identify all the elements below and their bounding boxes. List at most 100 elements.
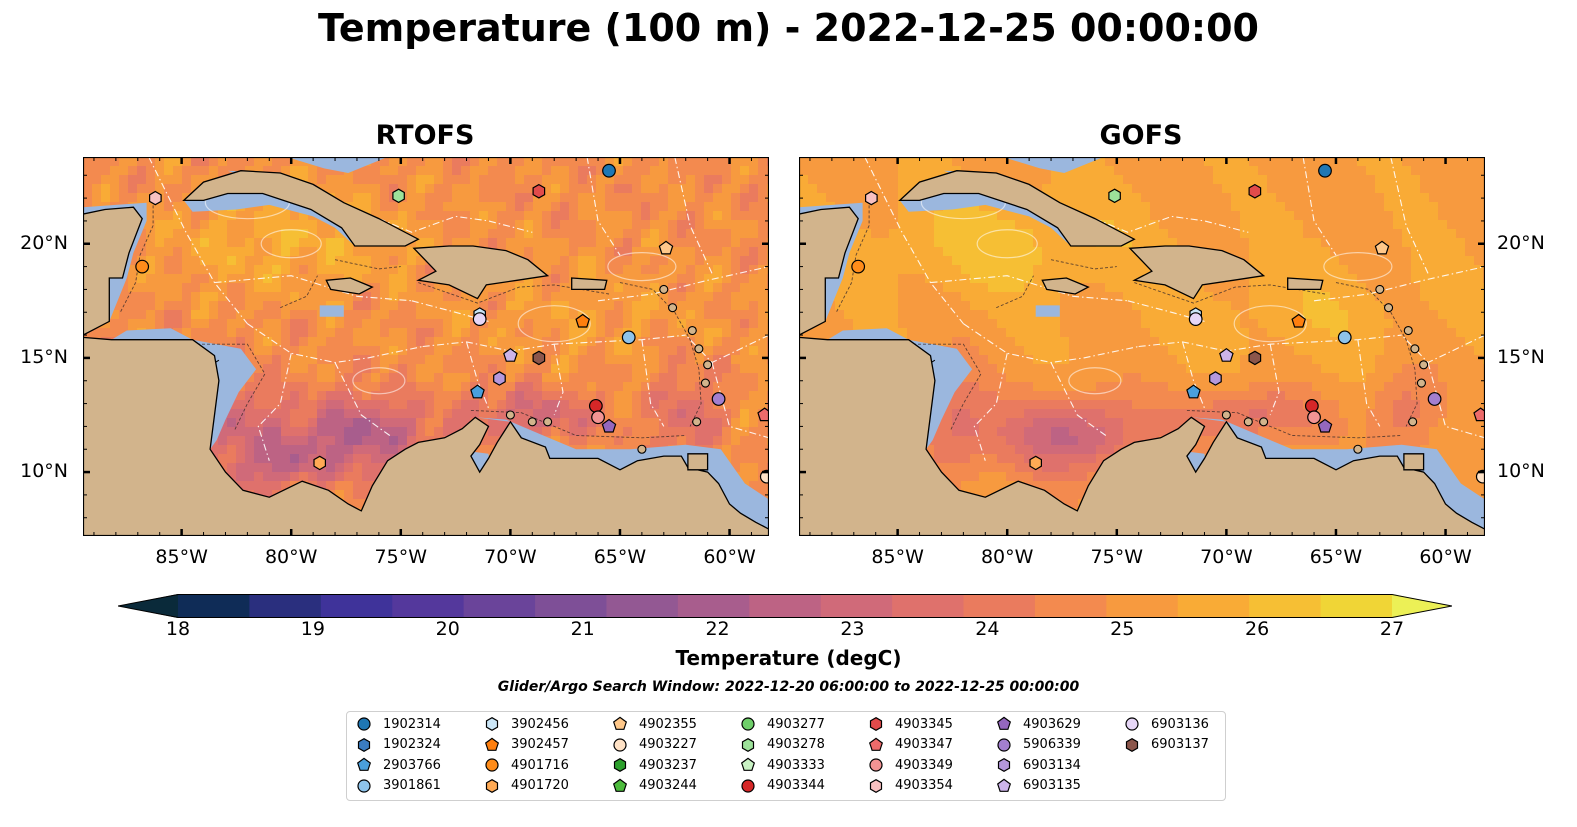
- land-central: [799, 157, 1485, 536]
- legend-item-6903137: 6903137: [1123, 736, 1209, 754]
- legend-label: 4903244: [639, 778, 697, 793]
- lon-tick-label: 60°W: [703, 546, 756, 568]
- land-trinidad: [1403, 453, 1425, 471]
- float-marker-6903134: [1209, 371, 1222, 386]
- rtofs-map-panel: [83, 157, 769, 536]
- lon-tick-label: 85°W: [871, 546, 924, 568]
- float-marker-4903354: [864, 190, 878, 206]
- legend-item-1902324: 1902324: [355, 736, 441, 754]
- float-marker-5906339: [1427, 392, 1442, 406]
- circle-marker-icon: [485, 758, 499, 772]
- float-marker-4903344: [588, 398, 603, 413]
- pentagon-marker-icon: [996, 716, 1012, 730]
- colorbar-segment: [820, 594, 893, 618]
- lat-tick-label-right: 10°N: [1497, 460, 1545, 483]
- legend-item-3902457: 3902457: [483, 736, 569, 754]
- legend-label: 4901720: [511, 778, 569, 793]
- pentagon-marker-icon: [740, 757, 756, 771]
- main-title: Temperature (100 m) - 2022-12-25 00:00:0…: [317, 6, 1259, 50]
- float-marker-4903227: [759, 469, 769, 484]
- float-marker-6903136: [1188, 312, 1203, 327]
- pentagon-marker-icon: [612, 716, 628, 730]
- land-puertorico: [1287, 277, 1324, 291]
- pentagon-marker-icon: [484, 737, 500, 751]
- colorbar-extend-min: [118, 594, 178, 618]
- hexagon-marker-icon: [1125, 737, 1139, 752]
- legend-item-2903766: 2903766: [355, 756, 441, 774]
- float-marker-6903136: [472, 312, 487, 327]
- legend-item-4903344: 4903344: [739, 777, 825, 795]
- hexagon-marker-icon: [485, 717, 499, 731]
- float-marker-4903344: [1304, 398, 1319, 413]
- shelf-pedro: [1035, 305, 1060, 317]
- circle-marker-icon: [357, 778, 371, 793]
- colorbar-tick-label: 18: [165, 618, 191, 640]
- lon-tick-label: 75°W: [374, 546, 428, 568]
- land-cuba: [182, 170, 420, 247]
- pentagon-marker-icon: [996, 778, 1012, 792]
- colorbar-segment: [1034, 594, 1107, 618]
- legend-label: 5906339: [1023, 737, 1081, 752]
- colorbar-tick-label: 26: [1245, 618, 1270, 640]
- panel-title-gofs: GOFS: [1099, 120, 1183, 151]
- hexagon-marker-icon: [869, 717, 883, 731]
- lon-tick-label: 80°W: [980, 546, 1034, 568]
- lat-tick-label-left: 15°N: [20, 345, 68, 368]
- shelf-bahamas: [1002, 157, 1104, 173]
- float-marker-1902314: [602, 163, 616, 178]
- land-cuba: [898, 170, 1136, 247]
- float-marker-6903137: [1248, 350, 1262, 366]
- shelf-pedro: [319, 305, 344, 317]
- shelf-venezuela: [1191, 417, 1485, 530]
- land-central: [83, 157, 769, 536]
- lat-tick-label-right: 15°N: [1497, 345, 1545, 368]
- colorbar-segment: [249, 594, 322, 618]
- legend-label: 6903135: [1023, 778, 1081, 793]
- circle-marker-icon: [741, 778, 755, 793]
- lon-tick-label: 85°W: [155, 546, 208, 568]
- float-marker-3901861: [1337, 330, 1352, 345]
- colorbar-segment: [1177, 594, 1250, 618]
- lon-tick-label: 60°W: [1419, 546, 1472, 568]
- legend-item-3901861: 3901861: [355, 777, 441, 795]
- circle-marker-icon: [869, 758, 883, 772]
- legend-item-4903354: 4903354: [867, 777, 953, 795]
- legend-label: 4903277: [767, 716, 825, 732]
- lesser-antilles: [1221, 284, 1429, 454]
- colorbar-segment: [178, 594, 251, 618]
- shelf-honduras: [111, 328, 193, 340]
- shelf-cubashelf: [183, 193, 355, 246]
- colorbar-label: Temperature (degC): [675, 646, 902, 670]
- float-marker-4903349: [1307, 410, 1321, 425]
- legend-item-4902355: 4902355: [611, 715, 697, 733]
- colorbar-tick-label: 20: [435, 618, 460, 640]
- legend-label: 3901861: [383, 778, 441, 793]
- shelf-venezuela: [475, 417, 769, 530]
- shelf-honduras: [827, 328, 909, 340]
- float-marker-4903629: [601, 418, 617, 433]
- axis-minor-ticks: [799, 157, 1485, 536]
- lat-tick-label-right: 20°N: [1497, 231, 1545, 254]
- colorbar-tick-label: 27: [1379, 618, 1405, 640]
- hexagon-marker-icon: [741, 737, 755, 752]
- float-marker-3902457: [575, 313, 591, 328]
- colorbar-tick-label: 22: [705, 618, 730, 640]
- float-marker-4901720: [1029, 455, 1042, 471]
- float-marker-4903345: [532, 183, 546, 199]
- colorbar-tick-label: 23: [840, 618, 865, 640]
- search-window-text: Glider/Argo Search Window: 2022-12-20 06…: [497, 679, 1080, 695]
- lon-tick-label: 70°W: [1200, 546, 1253, 568]
- eddy-lines: [204, 186, 677, 395]
- legend-item-6903136: 6903136: [1123, 715, 1209, 733]
- lat-tick-label-left: 20°N: [20, 231, 68, 254]
- float-marker-2903766: [1186, 384, 1201, 399]
- legend-label: 4903349: [895, 757, 953, 773]
- colorbar-segment: [535, 594, 608, 618]
- float-marker-4903349: [591, 410, 605, 425]
- float-marker-4903347: [757, 407, 769, 422]
- colorbar-segment: [1320, 594, 1393, 618]
- legend-item-4901716: 4901716: [483, 756, 569, 774]
- circle-marker-icon: [997, 737, 1011, 752]
- legend-item-4903345: 4903345: [867, 715, 953, 733]
- shelf-cubashelf: [899, 193, 1071, 246]
